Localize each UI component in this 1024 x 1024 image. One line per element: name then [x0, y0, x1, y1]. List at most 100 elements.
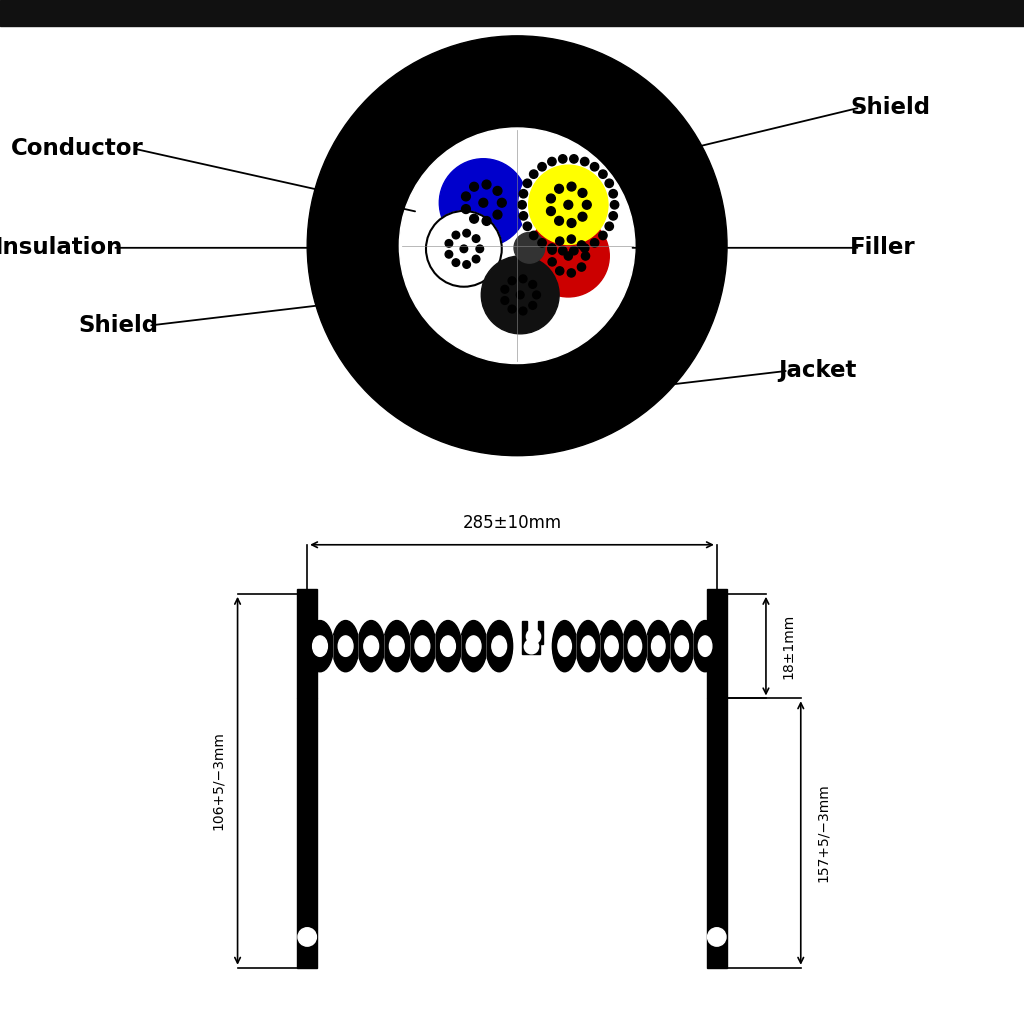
Bar [512, 594, 553, 711]
Circle shape [548, 258, 556, 266]
Circle shape [523, 179, 531, 187]
Circle shape [523, 222, 531, 230]
Bar [707, 698, 727, 968]
Circle shape [578, 263, 586, 271]
Ellipse shape [492, 636, 507, 656]
Circle shape [462, 205, 470, 213]
Ellipse shape [646, 621, 671, 672]
Ellipse shape [575, 621, 600, 672]
Circle shape [581, 158, 589, 166]
Text: Conductor: Conductor [10, 137, 143, 160]
Circle shape [527, 215, 609, 297]
Circle shape [514, 232, 545, 263]
Ellipse shape [675, 636, 688, 656]
Ellipse shape [383, 621, 411, 672]
Circle shape [399, 128, 635, 364]
Circle shape [569, 155, 579, 163]
Circle shape [494, 210, 502, 219]
Circle shape [453, 231, 460, 239]
Circle shape [528, 301, 537, 309]
Ellipse shape [332, 621, 359, 672]
Ellipse shape [552, 621, 577, 672]
Circle shape [529, 231, 538, 240]
Circle shape [501, 286, 509, 293]
Circle shape [538, 239, 546, 247]
Circle shape [426, 211, 502, 287]
Circle shape [470, 182, 478, 191]
Circle shape [564, 201, 572, 209]
Circle shape [463, 229, 470, 237]
Circle shape [591, 163, 599, 171]
Ellipse shape [466, 636, 481, 656]
Circle shape [482, 180, 490, 189]
Circle shape [463, 261, 470, 268]
Ellipse shape [651, 636, 665, 656]
Text: 18±1mm: 18±1mm [781, 613, 796, 679]
Ellipse shape [338, 636, 353, 656]
Circle shape [583, 201, 591, 209]
Circle shape [548, 246, 556, 254]
Bar [307, 594, 717, 698]
Circle shape [519, 156, 617, 254]
Circle shape [498, 199, 506, 207]
Circle shape [547, 195, 555, 203]
Ellipse shape [670, 621, 694, 672]
Circle shape [581, 244, 589, 252]
Circle shape [591, 239, 599, 247]
Circle shape [569, 247, 579, 255]
Circle shape [472, 255, 480, 263]
Text: Filler: Filler [850, 237, 915, 259]
Circle shape [599, 170, 607, 178]
Circle shape [307, 36, 727, 456]
Circle shape [567, 269, 575, 278]
Circle shape [470, 214, 478, 223]
Circle shape [609, 212, 617, 220]
Circle shape [445, 240, 453, 247]
Ellipse shape [415, 636, 430, 656]
Circle shape [610, 201, 618, 209]
Ellipse shape [312, 636, 328, 656]
Ellipse shape [434, 621, 462, 672]
Polygon shape [522, 621, 540, 654]
Circle shape [564, 252, 572, 260]
Circle shape [516, 291, 524, 299]
Circle shape [519, 212, 527, 220]
Bar [297, 698, 317, 968]
Circle shape [524, 639, 539, 654]
Circle shape [567, 218, 575, 227]
Circle shape [519, 274, 527, 283]
Circle shape [479, 199, 487, 207]
Circle shape [548, 244, 556, 252]
Circle shape [462, 193, 470, 201]
Text: Shield: Shield [850, 96, 930, 119]
Circle shape [567, 234, 575, 243]
Ellipse shape [558, 636, 571, 656]
Circle shape [708, 928, 726, 946]
Circle shape [476, 245, 483, 253]
Ellipse shape [306, 621, 334, 672]
Circle shape [528, 281, 537, 289]
Circle shape [578, 241, 586, 249]
Circle shape [558, 155, 567, 163]
Ellipse shape [357, 621, 385, 672]
Circle shape [609, 189, 617, 198]
Circle shape [482, 216, 490, 225]
Circle shape [547, 207, 555, 215]
Bar [0, 0, 1024, 26]
Ellipse shape [628, 636, 642, 656]
Ellipse shape [599, 621, 624, 672]
Circle shape [556, 237, 564, 245]
Ellipse shape [698, 636, 712, 656]
Circle shape [526, 629, 541, 644]
Text: 157+5/−3mm: 157+5/−3mm [816, 783, 830, 883]
Ellipse shape [440, 636, 456, 656]
Circle shape [532, 291, 541, 299]
Circle shape [460, 245, 468, 253]
Circle shape [567, 182, 575, 191]
Ellipse shape [460, 621, 487, 672]
Circle shape [501, 297, 509, 304]
Circle shape [555, 216, 563, 225]
Circle shape [518, 201, 526, 209]
Text: 106+5/−3mm: 106+5/−3mm [211, 731, 225, 830]
Circle shape [605, 179, 613, 187]
